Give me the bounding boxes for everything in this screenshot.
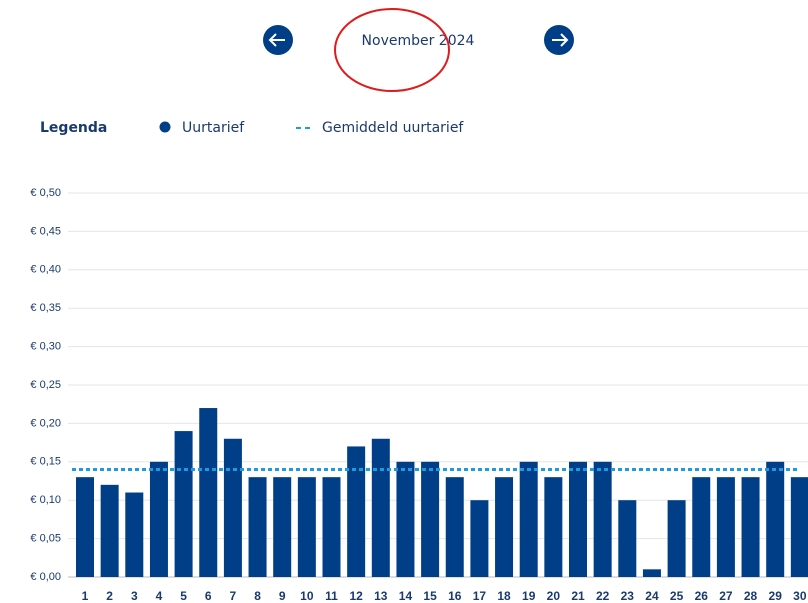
bar: [569, 461, 587, 577]
x-tick-label: 16: [448, 589, 462, 603]
x-tick-label: 14: [399, 589, 413, 603]
x-tick-label: 30: [793, 589, 807, 603]
annotation-circle: [334, 8, 450, 92]
legend-dot: [159, 121, 171, 133]
bar: [741, 477, 760, 577]
bar: [618, 500, 637, 577]
bar: [667, 500, 686, 577]
bar: [421, 461, 440, 577]
y-tick-label: € 0,30: [30, 341, 61, 353]
x-tick-label: 17: [473, 589, 487, 603]
x-tick-label: 11: [325, 589, 338, 603]
legend-label: Uurtarief: [182, 120, 245, 136]
bar: [322, 477, 341, 577]
bar: [495, 477, 514, 577]
y-tick-label: € 0,15: [30, 456, 61, 468]
x-tick-label: 10: [300, 589, 314, 603]
bar: [519, 461, 538, 577]
bar: [76, 477, 94, 577]
x-tick-label: 28: [744, 589, 758, 603]
bar: [347, 446, 366, 577]
bar: [790, 477, 808, 577]
plot: € 0,00 € 0,05 € 0,10 € 0,15 € 0,20 € 0,25 € 0,…: [30, 187, 808, 603]
x-tick-label: 27: [719, 589, 733, 603]
x-tick-label: 9: [279, 589, 286, 603]
y-tick-label: € 0,05: [30, 533, 61, 545]
x-tick-label: 4: [156, 589, 163, 603]
bar: [273, 477, 292, 577]
x-tick-label: 7: [230, 589, 237, 603]
bar: [766, 461, 785, 577]
bar: [100, 484, 119, 577]
y-tick-label: € 0,00: [30, 571, 61, 583]
bar: [692, 477, 711, 577]
x-tick-label: 26: [695, 589, 709, 603]
bar: [248, 477, 267, 577]
bar: [174, 431, 193, 577]
bar: [544, 477, 563, 577]
bar: [149, 461, 168, 577]
x-tick-label: 6: [205, 589, 212, 603]
y-tick-label: € 0,45: [30, 225, 61, 237]
x-tick-label: 12: [349, 589, 363, 603]
x-tick-label: 20: [547, 589, 561, 603]
x-tick-label: 8: [254, 589, 261, 603]
x-tick-label: 15: [423, 589, 437, 603]
bar: [445, 477, 464, 577]
bar: [199, 408, 218, 577]
y-tick-label: € 0,20: [30, 417, 61, 429]
y-tick-label: € 0,40: [30, 264, 61, 276]
bar: [470, 500, 489, 577]
bar: [396, 461, 415, 577]
legend: Uurtarief Gemiddeld uurtarief: [159, 120, 464, 136]
x-tick-label: 23: [621, 589, 635, 603]
x-tick-label: 5: [180, 589, 187, 603]
x-tick-label: 21: [571, 589, 585, 603]
x-tick-label: 13: [374, 589, 388, 603]
x-tick-label: 2: [106, 589, 113, 603]
bar: [297, 477, 316, 577]
bar: [125, 492, 144, 577]
bar: [716, 477, 735, 577]
x-tick-label: 3: [131, 589, 138, 603]
bar: [371, 438, 390, 577]
x-tick-label: 18: [497, 589, 511, 603]
x-tick-label: 24: [645, 589, 659, 603]
prev-button[interactable]: [263, 25, 293, 55]
x-tick-label: 25: [670, 589, 684, 603]
next-button[interactable]: [544, 25, 574, 55]
y-tick-label: € 0,35: [30, 302, 61, 314]
y-tick-label: € 0,10: [30, 494, 61, 506]
bar: [593, 461, 612, 577]
bar: [642, 569, 661, 577]
bar: [223, 438, 242, 577]
month-title: November 2024: [362, 33, 475, 49]
x-tick-label: 29: [769, 589, 783, 603]
x-tick-label: 19: [522, 589, 536, 603]
y-tick-label: € 0,50: [30, 187, 61, 199]
x-tick-label: 22: [596, 589, 610, 603]
y-tick-label: € 0,25: [30, 379, 61, 391]
legend-label: Gemiddeld uurtarief: [322, 120, 464, 136]
x-tick-label: 1: [82, 589, 89, 603]
legend-title: Legenda: [40, 120, 107, 136]
